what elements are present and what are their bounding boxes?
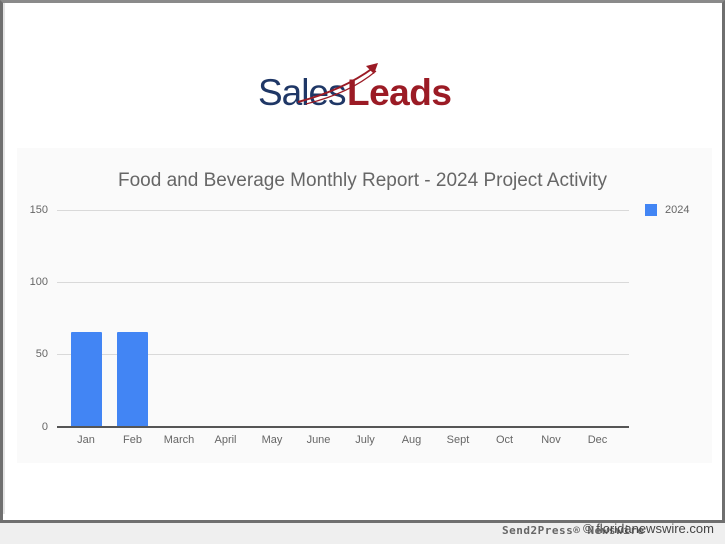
- legend-swatch-2024: [645, 204, 657, 216]
- x-tick-nov: Nov: [541, 434, 561, 446]
- chart-legend: 2024: [645, 204, 689, 216]
- legend-label-2024: 2024: [665, 204, 690, 216]
- watermark-send2press: Send2Press® Newswire: [502, 524, 645, 537]
- x-tick-july: July: [355, 434, 375, 446]
- frame-inner-edge: [3, 3, 5, 514]
- gridline-100: [57, 282, 629, 283]
- x-tick-may: May: [261, 434, 283, 446]
- x-tick-sept: Sept: [446, 434, 470, 446]
- x-tick-aug: Aug: [401, 434, 422, 446]
- logo-text-leads: Leads: [347, 72, 452, 113]
- bar-jan: [70, 331, 102, 427]
- logo-text-sales: Sales: [258, 72, 347, 113]
- x-tick-feb: Feb: [123, 434, 142, 446]
- x-tick-oct: Oct: [495, 434, 514, 446]
- x-tick-dec: Dec: [587, 434, 608, 446]
- rising-arrow-icon: [297, 63, 378, 105]
- gridline-150: [57, 210, 629, 211]
- y-tick-0: 0: [41, 421, 48, 433]
- salesleads-logo: Sales Leads: [258, 60, 468, 114]
- x-tick-march: March: [163, 434, 195, 446]
- x-tick-jan: Jan: [77, 434, 95, 446]
- x-axis-baseline: [57, 426, 629, 428]
- watermark-floridanewswire: © floridanewswire.com: [583, 521, 714, 536]
- y-tick-50: 50: [35, 348, 48, 360]
- bar-feb: [117, 331, 148, 427]
- footer-strip: [0, 523, 725, 544]
- x-tick-april: April: [214, 434, 237, 446]
- y-tick-100: 100: [29, 276, 48, 288]
- chart-title: Food and Beverage Monthly Report - 2024 …: [118, 170, 607, 191]
- x-tick-june: June: [306, 434, 331, 446]
- y-tick-150: 150: [29, 204, 48, 216]
- gridline-50: [57, 354, 629, 355]
